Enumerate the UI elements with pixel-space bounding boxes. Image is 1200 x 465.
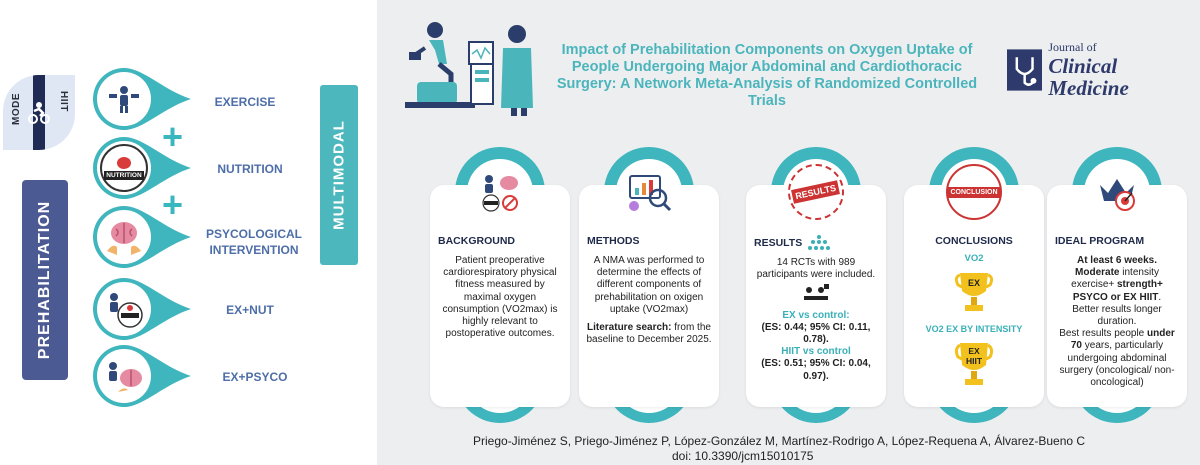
component-label-ex-psyco: EX+PSYCO — [222, 370, 288, 384]
component-label-exercise: EXERCISE — [214, 95, 276, 109]
vo2-label: VO2 — [964, 253, 984, 264]
card-heading: IDEAL PROGRAM — [1055, 235, 1145, 247]
ideal-intensity: Moderate — [1075, 267, 1120, 279]
plus-sign: + — [162, 184, 184, 225]
ideal-period: . — [1158, 291, 1162, 303]
badge-stripe — [33, 75, 45, 150]
ex-nut-icon — [97, 282, 151, 336]
results-stamp-icon: RESULTS — [783, 159, 849, 225]
hiit-mode-badge: MODE HIIT — [3, 75, 75, 150]
trophy-hiit-line1: EX — [968, 346, 980, 357]
component-label-nutrition: NUTRITION — [217, 162, 283, 176]
ex-vs-control-values: (ES: 0.44; 95% CI: 0.11, 0.78). — [761, 321, 871, 346]
card-text-block: A NMA was performed to determine the eff… — [585, 255, 713, 346]
card-heading: METHODS — [587, 235, 640, 247]
ex-psyco-icon — [97, 349, 151, 403]
nutrition-icon: NUTRITION — [97, 141, 151, 195]
stethoscope-logo-icon — [1007, 48, 1043, 91]
prehabilitation-bar: PREHABILITATION — [22, 180, 68, 380]
trophy-ex-icon: EX — [954, 269, 994, 317]
left-panel: MODE HIIT PREHABILITATION MULTIMODAL — [0, 0, 375, 465]
methods-text: A NMA was performed to determine the eff… — [593, 255, 705, 315]
hero-illustration — [395, 12, 540, 122]
ideal-intensity-rest: intensity exercise+ — [1071, 267, 1159, 291]
journal-small-text: Journal of — [1048, 40, 1097, 54]
results-stamp-text: RESULTS — [791, 180, 841, 204]
component-psychological — [93, 206, 191, 268]
participants-icon — [808, 235, 831, 250]
card-heading: RESULTS — [754, 237, 803, 249]
ideal-longer-duration: Better results longer duration. — [1072, 303, 1162, 328]
multimodal-label: MULTIMODAL — [330, 120, 348, 230]
meeting-icon — [804, 284, 829, 301]
ideal-duration: At least 6 weeks. — [1076, 255, 1158, 266]
ideal-population: years, particularly undergoing abdominal… — [1059, 340, 1175, 389]
card-text: Patient preoperative cardiorespiratory p… — [442, 255, 558, 340]
journal-name: Clinical Medicine — [1048, 54, 1129, 100]
card-background: 01 BACKGROUND Patient preoperative cardi… — [430, 147, 570, 423]
multimodal-bar: MULTIMODAL — [320, 85, 358, 265]
journal-logo: Journal of Clinical Medicine — [1007, 40, 1200, 99]
card-text-block: VO2 EX VO2 EX BY INTENSITY — [910, 253, 1038, 391]
mode-label: MODE — [11, 93, 22, 125]
hiit-vs-control-label: HIIT vs control — [781, 346, 851, 358]
card-conclusions: 04 CONCLUSIONS VO2 EX VO2 EX BY INTENSIT… — [904, 147, 1044, 423]
component-exercise — [93, 68, 191, 130]
trophy-hiit-icon: EX HIIT — [954, 341, 994, 391]
crown-target-icon — [1084, 159, 1150, 225]
trophy-hiit-line2: HIIT — [965, 356, 983, 367]
exercise-icon — [97, 72, 151, 126]
results-summary: 14 RCTs with 989 participants were inclu… — [756, 257, 876, 281]
card-heading: BACKGROUND — [438, 235, 515, 247]
ideal-components: strength+ PSYCO or EX HIIT — [1072, 279, 1163, 303]
right-panel: Impact of Prehabilitation Components on … — [377, 0, 1200, 465]
trophy-ex-text: EX — [967, 278, 980, 289]
literature-search-label: Literature search: — [587, 322, 672, 334]
component-ex-nut — [93, 278, 191, 340]
nutrition-badge-text: NUTRITION — [104, 170, 144, 180]
conclusion-stamp-text: CONCLUSION — [948, 186, 1000, 198]
authors: Priego-Jiménez S, Priego-Jiménez P, Lópe… — [473, 434, 1086, 448]
component-ex-psyco — [93, 345, 191, 407]
doi: doi: 10.3390/jcm15010175 — [672, 449, 814, 463]
ideal-age: under 70 — [1070, 328, 1175, 352]
background-icon — [467, 159, 533, 225]
literature-search-range: from the baseline to December 2025. — [586, 322, 712, 346]
component-label-ex-nut: EX+NUT — [226, 303, 274, 317]
card-heading-row: RESULTS — [754, 235, 878, 251]
methods-icon — [616, 159, 682, 225]
card-text-block: 14 RCTs with 989 participants were inclu… — [752, 257, 880, 383]
card-ideal-program: 05 IDEAL PROGRAM At least 6 weeks. Moder… — [1047, 147, 1187, 423]
ex-vs-control-label: EX vs control: — [782, 309, 850, 321]
card-results: 03 RESULTS 14 RCTs with 989 participants… — [746, 147, 886, 423]
hiit-vs-control-values: (ES: 0.51; 95% CI: 0.04, 0.97). — [761, 358, 871, 382]
plus-sign: + — [162, 116, 184, 157]
card-text-block: At least 6 weeks. Moderate intensity exe… — [1053, 255, 1181, 389]
ideal-best-results: Best results people — [1059, 328, 1148, 340]
card-heading: CONCLUSIONS — [935, 235, 1013, 247]
card-panel: CONCLUSIONS VO2 EX VO2 EX BY INTENSITY — [904, 185, 1044, 407]
component-label-psychological: PSYCOLOGICAL INTERVENTION — [205, 227, 302, 257]
hiit-label: HIIT — [58, 91, 69, 112]
exercise-bike-clinician-icon — [405, 22, 533, 116]
cyclist-icon — [28, 102, 50, 124]
brain-icon — [97, 210, 151, 264]
card-methods: 02 METHODS A NMA was performed to determ… — [579, 147, 719, 423]
prehabilitation-label: PREHABILITATION — [36, 200, 53, 360]
card-panel: BACKGROUND Patient preoperative cardiore… — [430, 185, 570, 407]
infographic-title: Impact of Prehabilitation Components on … — [556, 42, 978, 109]
conclusion-stamp-icon: CONCLUSION — [941, 159, 1007, 225]
vo2-intensity-label: VO2 EX BY INTENSITY — [925, 324, 1023, 335]
component-nutrition: NUTRITION — [93, 137, 191, 199]
